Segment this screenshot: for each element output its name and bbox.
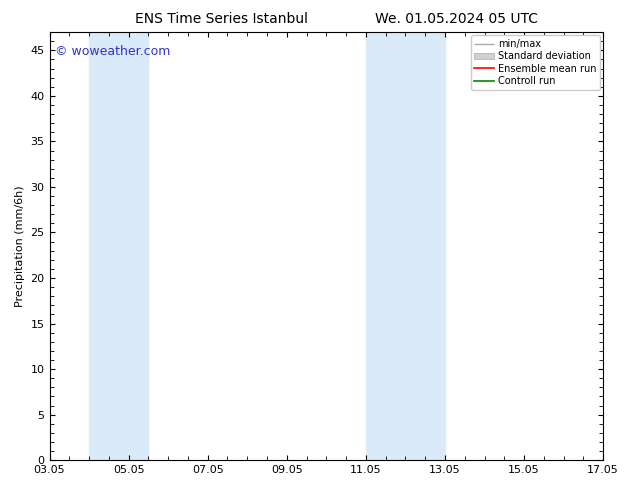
Legend: min/max, Standard deviation, Ensemble mean run, Controll run: min/max, Standard deviation, Ensemble me… [470, 35, 600, 90]
Bar [89, 32, 148, 460]
Y-axis label: Precipitation (mm/6h): Precipitation (mm/6h) [15, 185, 25, 307]
Text: © woweather.com: © woweather.com [55, 45, 171, 58]
Text: ENS Time Series Istanbul: ENS Time Series Istanbul [136, 12, 308, 26]
Text: We. 01.05.2024 05 UTC: We. 01.05.2024 05 UTC [375, 12, 538, 26]
Bar [366, 32, 445, 460]
